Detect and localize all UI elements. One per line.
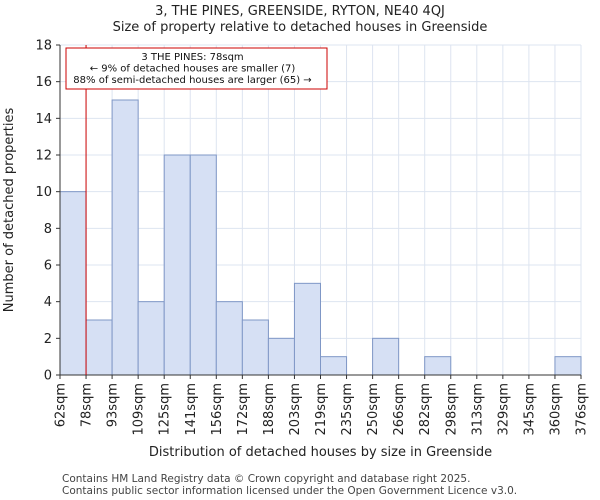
footer-copyright: Contains HM Land Registry data © Crown c… (62, 473, 471, 485)
histogram-chart: 0 2 4 6 8 10 12 14 16 18 62sqm 78sqm 93sqm 109sqm 125s… (2, 39, 590, 461)
histogram-bar (293, 282, 322, 376)
histogram-bar (59, 191, 87, 376)
x-tick-label: 376sqm (575, 383, 590, 436)
x-tick-label: 235sqm (340, 383, 355, 436)
histogram-bar (424, 356, 452, 376)
histogram-bar (267, 337, 295, 376)
y-tick-label: 14 (35, 112, 52, 127)
x-tick-label: 219sqm (314, 383, 329, 436)
x-tick-label: 141sqm (184, 383, 199, 436)
annotation-line: 88% of semi-detached houses are larger (… (73, 75, 311, 86)
x-tick-label: 345sqm (522, 383, 537, 436)
y-tick-label: 0 (44, 369, 52, 384)
chart-subtitle: Size of property relative to detached ho… (112, 20, 488, 35)
x-tick-label: 282sqm (418, 383, 433, 436)
histogram-bar (372, 337, 400, 376)
y-tick-label: 18 (35, 39, 52, 54)
x-tick-label: 298sqm (444, 383, 459, 436)
y-tick-label: 6 (44, 259, 52, 274)
y-tick-label: 4 (44, 295, 52, 310)
x-tick-label: 93sqm (106, 383, 121, 427)
x-tick-label: 188sqm (262, 383, 277, 436)
histogram-bar (241, 319, 269, 376)
y-tick-label: 2 (44, 332, 52, 347)
x-tick-label: 78sqm (80, 383, 95, 427)
x-tick-label: 329sqm (496, 383, 511, 436)
histogram-bar (137, 301, 165, 376)
annotation-line: ← 9% of detached houses are smaller (7) (90, 64, 296, 75)
x-tick-label: 109sqm (132, 383, 147, 436)
y-tick-label: 10 (35, 185, 52, 200)
histogram-bar (320, 356, 348, 376)
x-tick-label: 156sqm (210, 383, 225, 436)
histogram-bar (215, 301, 243, 376)
x-tick-label: 360sqm (548, 383, 563, 436)
histogram-bar (111, 99, 139, 376)
x-tick-label: 62sqm (54, 383, 69, 427)
x-tick-label: 313sqm (470, 383, 485, 436)
y-tick-label: 12 (35, 149, 52, 164)
annotation-line: 3 THE PINES: 78sqm (141, 52, 243, 63)
x-tick-label: 266sqm (392, 383, 407, 436)
y-tick-label: 16 (35, 75, 52, 90)
annotation-box (65, 47, 328, 90)
histogram-bar (189, 154, 217, 376)
x-tick-label: 125sqm (158, 383, 173, 436)
y-tick-label: 8 (44, 222, 52, 237)
histogram-bar (554, 356, 582, 376)
x-tick-label: 250sqm (366, 383, 381, 436)
y-axis-label: Number of detached properties (2, 108, 17, 313)
footer-licence: Contains public sector information licen… (62, 485, 518, 497)
chart-title: 3, THE PINES, GREENSIDE, RYTON, NE40 4QJ (155, 4, 445, 19)
histogram-bar (163, 154, 191, 376)
x-tick-label: 203sqm (288, 383, 303, 436)
x-axis-label: Distribution of detached houses by size … (149, 445, 492, 460)
histogram-bar (85, 319, 113, 376)
x-tick-label: 172sqm (236, 383, 251, 436)
